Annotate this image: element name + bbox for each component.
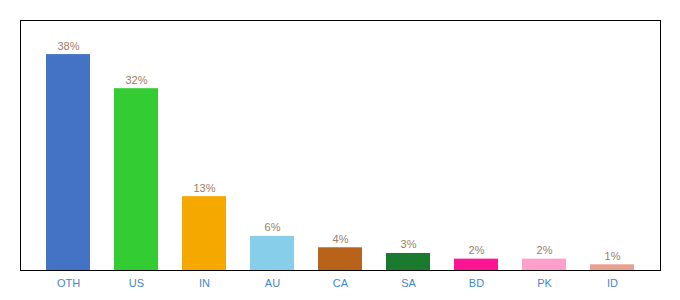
svg-text:4%: 4% [333,233,349,245]
svg-text:1%: 1% [605,250,621,262]
svg-text:6%: 6% [265,221,281,233]
svg-text:38%: 38% [57,40,79,52]
svg-text:CA: CA [333,277,349,289]
svg-text:BD: BD [469,277,484,289]
svg-text:PK: PK [537,277,552,289]
svg-text:AU: AU [265,277,280,289]
svg-text:32%: 32% [125,74,147,86]
svg-text:US: US [129,277,144,289]
svg-text:IN: IN [199,277,210,289]
svg-text:OTH: OTH [57,277,80,289]
svg-text:2%: 2% [469,244,485,256]
svg-text:SA: SA [401,277,416,289]
svg-text:ID: ID [607,277,618,289]
svg-text:2%: 2% [537,244,553,256]
svg-text:3%: 3% [401,238,417,250]
svg-text:13%: 13% [193,182,215,194]
